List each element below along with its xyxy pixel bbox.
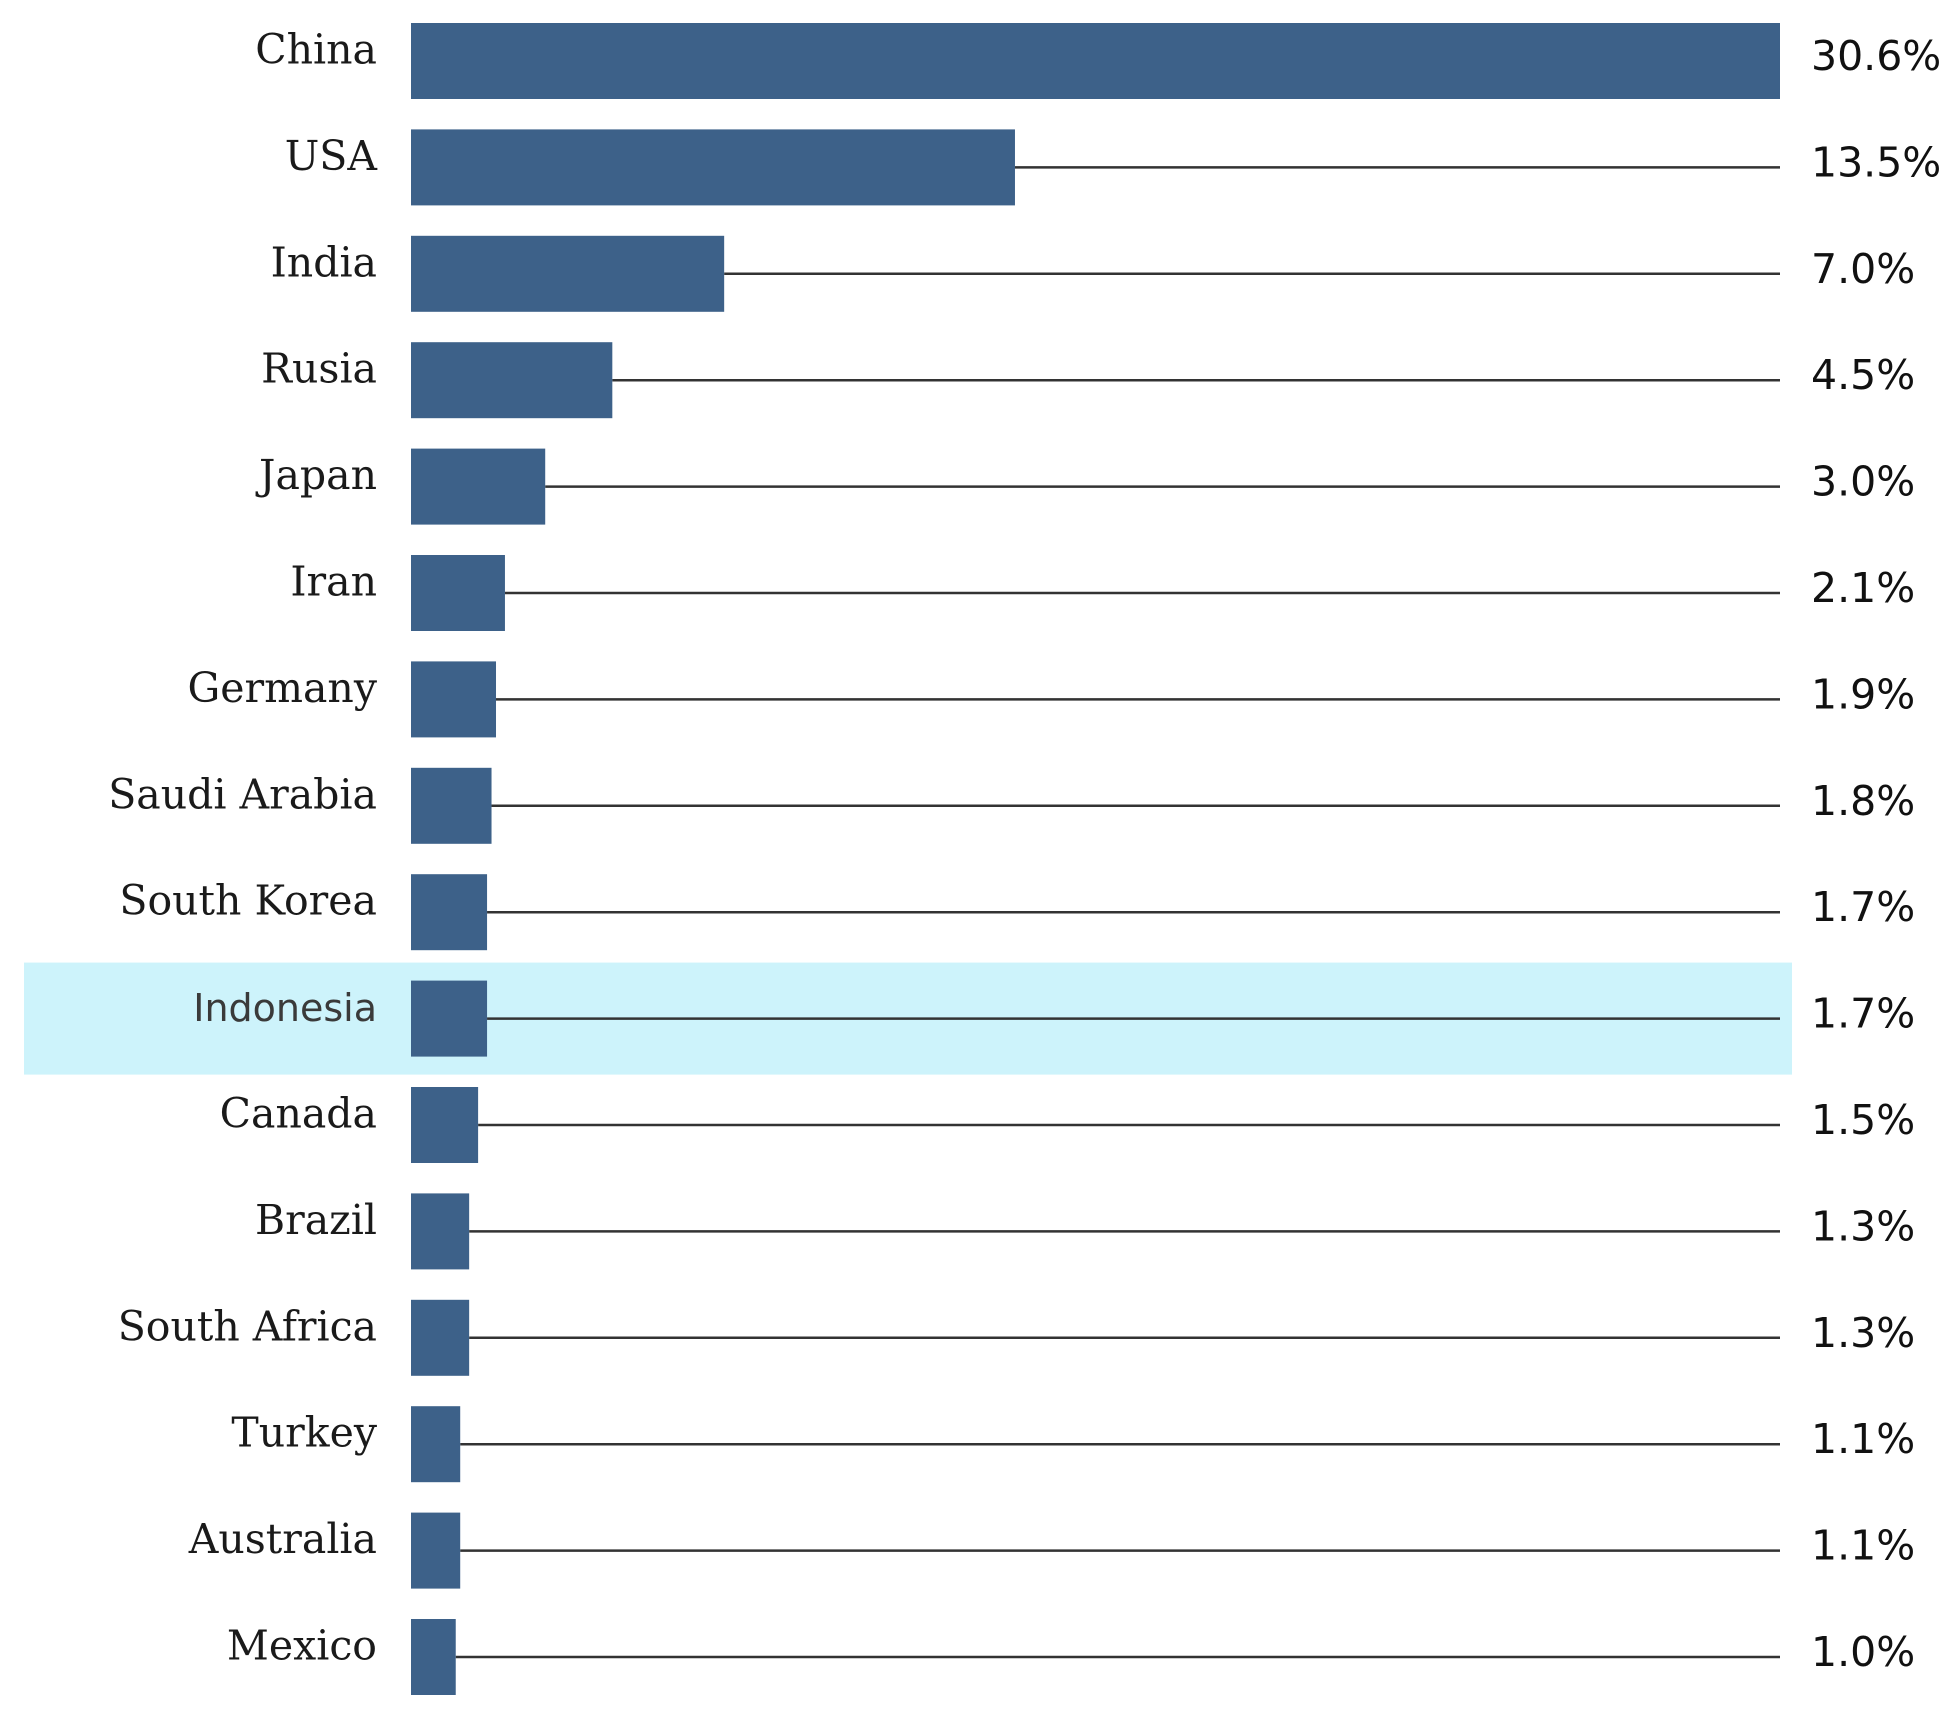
value-label: 1.3% bbox=[1811, 1202, 1915, 1250]
bar bbox=[411, 1087, 479, 1163]
bar bbox=[411, 129, 1015, 206]
bar bbox=[411, 342, 613, 419]
category-label: Japan bbox=[255, 451, 377, 499]
value-label: 4.5% bbox=[1811, 351, 1915, 399]
value-label: 1.7% bbox=[1811, 883, 1915, 931]
bar bbox=[411, 448, 546, 525]
bar bbox=[411, 1512, 461, 1589]
bar bbox=[411, 661, 497, 738]
category-label: South Africa bbox=[118, 1302, 377, 1350]
category-label: Australia bbox=[188, 1515, 377, 1563]
category-label: South Korea bbox=[119, 877, 377, 925]
bar bbox=[411, 1193, 470, 1270]
value-label: 1.1% bbox=[1811, 1415, 1915, 1463]
category-label: Iran bbox=[290, 558, 377, 606]
value-label: 3.0% bbox=[1811, 458, 1915, 506]
value-label: 30.6% bbox=[1811, 32, 1941, 80]
value-label: 1.9% bbox=[1811, 670, 1915, 718]
category-label: Canada bbox=[220, 1090, 377, 1138]
value-label: 1.3% bbox=[1811, 1309, 1915, 1357]
value-label: 13.5% bbox=[1811, 138, 1941, 186]
bar bbox=[411, 1299, 470, 1376]
bar bbox=[411, 235, 725, 312]
value-label: 7.0% bbox=[1811, 245, 1915, 293]
bar bbox=[411, 874, 488, 951]
category-label: Brazil bbox=[255, 1196, 377, 1244]
category-label: Germany bbox=[187, 664, 377, 712]
value-label: 1.8% bbox=[1811, 777, 1915, 825]
category-label: India bbox=[271, 238, 377, 286]
category-label: Mexico bbox=[227, 1622, 377, 1670]
bar bbox=[411, 1406, 461, 1483]
bar bbox=[411, 1619, 456, 1695]
bar bbox=[411, 555, 505, 631]
value-label: 2.1% bbox=[1811, 564, 1915, 612]
category-label: Rusia bbox=[261, 345, 377, 393]
bar bbox=[411, 23, 1780, 99]
value-label: 1.7% bbox=[1811, 990, 1915, 1038]
bar bbox=[411, 767, 492, 844]
value-label: 1.5% bbox=[1811, 1096, 1915, 1144]
category-label: Saudi Arabia bbox=[108, 770, 377, 818]
value-label: 1.0% bbox=[1811, 1628, 1915, 1676]
category-label: USA bbox=[285, 132, 379, 180]
bar bbox=[411, 980, 488, 1057]
category-label: Indonesia bbox=[193, 986, 377, 1030]
category-label: China bbox=[255, 26, 377, 74]
category-label: Turkey bbox=[231, 1409, 377, 1457]
value-label: 1.1% bbox=[1811, 1522, 1915, 1570]
